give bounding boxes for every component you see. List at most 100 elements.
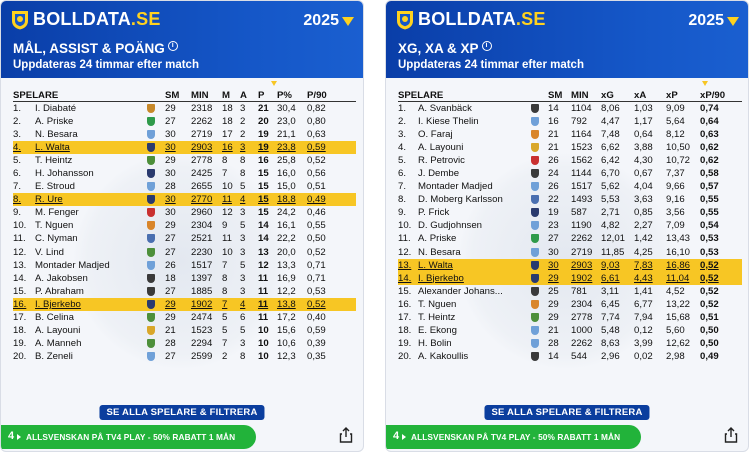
col-xp90[interactable]: xP/90 <box>700 90 742 102</box>
table-row[interactable]: 3. N. Besara 30 2719 17 2 19 21,1 0,63 <box>13 128 356 141</box>
chevron-down-icon[interactable] <box>727 17 739 26</box>
col-a[interactable]: A <box>240 90 258 102</box>
player-name-cell[interactable]: O. Faraj <box>418 128 453 140</box>
table-row[interactable]: 8. D. Moberg Karlsson 22 1493 5,53 3,63 9,16 0,… <box>398 193 742 206</box>
table-row[interactable]: 17. T. Heintz 29 2778 7,74 7,94 15,68 0,51 <box>398 311 742 324</box>
player-name-cell[interactable]: L. Walta <box>418 258 531 272</box>
player-name-cell[interactable]: P. Abraham <box>35 285 84 297</box>
player-name-cell[interactable]: A. Layouni <box>418 141 464 153</box>
table-row[interactable]: 7. Montader Madjed 26 1517 5,62 4,04 9,66 0,57 <box>398 180 742 193</box>
table-row[interactable]: 4. L. Walta 30 2903 16 3 19 23,8 0,59 <box>13 140 356 154</box>
table-row[interactable]: 19. H. Bolin 28 2262 8,63 3,99 12,62 0,50 <box>398 337 742 350</box>
table-row[interactable]: 19. A. Manneh 28 2294 7 3 10 10,6 0,39 <box>13 337 356 350</box>
player-name-cell[interactable]: T. Heintz <box>35 154 73 166</box>
col-p90[interactable]: P/90 <box>307 90 356 102</box>
chevron-down-icon[interactable] <box>342 17 354 26</box>
table-row[interactable]: 8. R. Ure 30 2770 11 4 15 18,8 0,49 <box>13 193 356 207</box>
player-name-cell[interactable]: E. Ekong <box>418 325 457 337</box>
player-name-cell[interactable]: D. Gudjohnsen <box>418 220 482 232</box>
col-p-pct[interactable]: P% <box>277 90 307 102</box>
player-name-cell[interactable]: I. Bjerkebo <box>418 271 531 285</box>
player-name-cell[interactable]: T. Nguen <box>418 298 457 310</box>
tv4-promo-banner[interactable]: 4 ALLSVENSKAN PÅ TV4 PLAY - 50% RABATT 1… <box>1 425 256 449</box>
table-row[interactable]: 5. R. Petrovic 26 1562 6,42 4,30 10,72 0,62 <box>398 154 742 167</box>
table-row[interactable]: 3. O. Faraj 21 1164 7,48 0,64 8,12 0,63 <box>398 128 742 141</box>
table-row[interactable]: 11. C. Nyman 27 2521 11 3 14 22,2 0,50 <box>13 232 356 245</box>
table-row[interactable]: 10. T. Nguen 29 2304 9 5 14 16,1 0,55 <box>13 219 356 232</box>
player-name-cell[interactable]: B. Zeneli <box>35 351 73 363</box>
col-p[interactable]: P <box>258 90 277 102</box>
player-name-cell[interactable]: T. Nguen <box>35 220 74 232</box>
table-row[interactable]: 18. A. Layouni 21 1523 5 5 10 15,6 0,59 <box>13 324 356 337</box>
table-row[interactable]: 13. L. Walta 30 2903 9,03 7,83 16,86 0,52 <box>398 258 742 272</box>
table-row[interactable]: 17. B. Celina 29 2474 5 6 11 17,2 0,40 <box>13 311 356 324</box>
col-xg[interactable]: xG <box>601 90 634 102</box>
player-name-cell[interactable]: R. Petrovic <box>418 154 465 166</box>
player-name-cell[interactable]: C. Nyman <box>35 233 78 245</box>
player-name-cell[interactable]: I. Diabaté <box>35 102 77 114</box>
brand-name[interactable]: BOLLDATA.SE <box>33 9 161 29</box>
table-row[interactable]: 2. I. Kiese Thelin 16 792 4,47 1,17 5,64 0,64 <box>398 115 742 128</box>
player-name-cell[interactable]: T. Heintz <box>418 312 456 324</box>
season-select[interactable]: 2025 <box>688 12 724 29</box>
share-icon[interactable] <box>339 427 353 443</box>
table-row[interactable]: 18. E. Ekong 21 1000 5,48 0,12 5,60 0,50 <box>398 324 742 337</box>
table-row[interactable]: 2. A. Priske 27 2262 18 2 20 23,0 0,80 <box>13 115 356 128</box>
table-row[interactable]: 9. M. Fenger 30 2960 12 3 15 24,2 0,46 <box>13 206 356 219</box>
table-row[interactable]: 4. A. Layouni 21 1523 6,62 3,88 10,50 0,62 <box>398 141 742 154</box>
player-name-cell[interactable]: R. Ure <box>35 193 147 207</box>
table-row[interactable]: 6. H. Johansson 30 2425 7 8 15 16,0 0,56 <box>13 167 356 180</box>
player-name-cell[interactable]: M. Fenger <box>35 207 79 219</box>
player-name-cell[interactable]: L. Walta <box>35 140 147 154</box>
table-row[interactable]: 15. P. Abraham 27 1885 8 3 11 12,2 0,53 <box>13 285 356 298</box>
table-row[interactable]: 13. Montader Madjed 26 1517 7 5 12 13,3 0,71 <box>13 259 356 272</box>
col-min[interactable]: MIN <box>571 90 601 102</box>
table-row[interactable]: 6. J. Dembe 24 1144 6,70 0,67 7,37 0,58 <box>398 167 742 180</box>
share-icon[interactable] <box>724 427 738 443</box>
player-name-cell[interactable]: N. Besara <box>418 246 461 258</box>
tv4-promo-banner[interactable]: 4 ALLSVENSKAN PÅ TV4 PLAY - 50% RABATT 1… <box>386 425 641 449</box>
player-name-cell[interactable]: V. Lind <box>35 246 64 258</box>
table-row[interactable]: 14. I. Bjerkebo 29 1902 6,61 4,43 11,04 0,52 <box>398 271 742 285</box>
info-icon[interactable]: i <box>167 41 178 51</box>
table-row[interactable]: 7. E. Stroud 28 2655 10 5 15 15,0 0,51 <box>13 180 356 193</box>
col-xp[interactable]: xP <box>666 90 700 102</box>
player-name-cell[interactable]: B. Celina <box>35 312 74 324</box>
player-name-cell[interactable]: A. Priske <box>35 115 74 127</box>
col-sm[interactable]: SM <box>548 90 571 102</box>
table-row[interactable]: 20. A. Kakoullis 14 544 2,96 0,02 2,98 0,49 <box>398 350 742 363</box>
player-name-cell[interactable]: Alexander Johans... <box>418 285 503 297</box>
table-row[interactable]: 1. I. Diabaté 29 2318 18 3 21 30,4 0,82 <box>13 102 356 115</box>
table-row[interactable]: 20. B. Zeneli 27 2599 2 8 10 12,3 0,35 <box>13 350 356 363</box>
player-name-cell[interactable]: Montader Madjed <box>35 259 110 271</box>
player-name-cell[interactable]: E. Stroud <box>35 181 75 193</box>
player-name-cell[interactable]: I. Bjerkebo <box>35 297 147 311</box>
player-name-cell[interactable]: H. Bolin <box>418 338 452 350</box>
player-name-cell[interactable]: I. Kiese Thelin <box>418 115 479 127</box>
col-sm[interactable]: SM <box>165 90 191 102</box>
player-name-cell[interactable]: N. Besara <box>35 128 78 140</box>
player-name-cell[interactable]: Montader Madjed <box>418 181 493 193</box>
table-row[interactable]: 12. V. Lind 27 2230 10 3 13 20,0 0,52 <box>13 246 356 259</box>
col-m[interactable]: M <box>222 90 240 102</box>
see-all-players-button[interactable]: SE ALLA SPELARE & FILTRERA <box>484 405 650 420</box>
col-player[interactable]: SPELARE <box>398 90 531 102</box>
table-row[interactable]: 10. D. Gudjohnsen 23 1190 4,82 2,27 7,09 0,54 <box>398 219 742 232</box>
player-name-cell[interactable]: A. Layouni <box>35 325 81 337</box>
player-name-cell[interactable]: P. Frick <box>418 207 450 219</box>
table-row[interactable]: 16. I. Bjerkebo 29 1902 7 4 11 13,8 0,52 <box>13 297 356 311</box>
table-row[interactable]: 15. Alexander Johans... 25 781 3,11 1,41 4,52 0… <box>398 285 742 298</box>
info-icon[interactable]: i <box>481 41 492 51</box>
table-row[interactable]: 1. A. Svanbäck 14 1104 8,06 1,03 9,09 0,74 <box>398 102 742 115</box>
col-xa[interactable]: xA <box>634 90 666 102</box>
season-select[interactable]: 2025 <box>303 12 339 29</box>
player-name-cell[interactable]: J. Dembe <box>418 168 460 180</box>
table-row[interactable]: 5. T. Heintz 29 2778 8 8 16 25,8 0,52 <box>13 154 356 167</box>
player-name-cell[interactable]: A. Manneh <box>35 338 82 350</box>
player-name-cell[interactable]: A. Kakoullis <box>418 351 469 363</box>
brand-name[interactable]: BOLLDATA.SE <box>418 9 546 29</box>
player-name-cell[interactable]: A. Jakobsen <box>35 272 88 284</box>
col-player[interactable]: SPELARE <box>13 90 147 102</box>
player-name-cell[interactable]: H. Johansson <box>35 168 94 180</box>
col-min[interactable]: MIN <box>191 90 222 102</box>
